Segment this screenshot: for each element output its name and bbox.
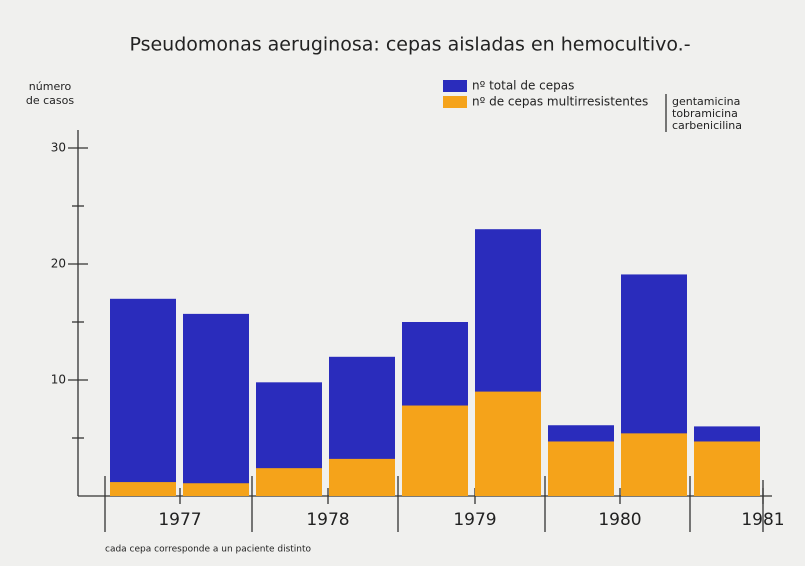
bar [402, 405, 468, 496]
chart-title: Pseudomonas aeruginosa: cepas aisladas e… [129, 34, 690, 56]
bar [548, 441, 614, 496]
bar [183, 483, 249, 496]
y-tick-label: 20 [51, 257, 66, 271]
bar [110, 298, 176, 496]
x-tick-label: 1977 [158, 510, 201, 530]
legend-label: nº de cepas multirresistentes [472, 95, 648, 109]
legend-note: tobramicina [672, 107, 738, 120]
y-label: de casos [26, 94, 74, 107]
x-tick-label: 1979 [453, 510, 496, 530]
y-label: número [29, 80, 72, 93]
bar [475, 391, 541, 496]
bar [256, 468, 322, 496]
legend-note: gentamicina [672, 95, 740, 108]
bar [694, 441, 760, 496]
footnote: cada cepa corresponde a un paciente dist… [105, 545, 312, 555]
legend-label: nº total de cepas [472, 79, 574, 93]
bar [621, 433, 687, 496]
bar [329, 458, 395, 496]
legend-swatch [443, 80, 467, 92]
x-tick-label: 1978 [306, 510, 349, 530]
bar [110, 482, 176, 496]
bar [183, 313, 249, 496]
y-tick-label: 10 [51, 373, 66, 387]
y-tick-label: 30 [51, 141, 66, 155]
legend-swatch [443, 96, 467, 108]
x-tick-label: 1981 [741, 510, 784, 530]
legend-note: carbenicilina [672, 119, 742, 132]
x-tick-label: 1980 [598, 510, 641, 530]
